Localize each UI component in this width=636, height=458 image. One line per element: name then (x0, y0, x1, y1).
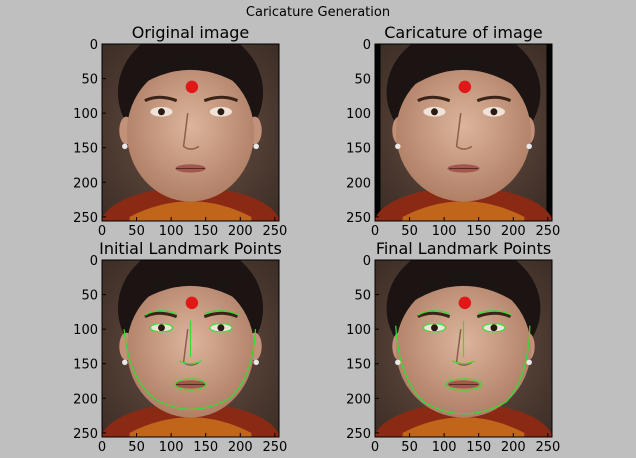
y-tick-label: 50 (354, 289, 371, 304)
x-tick-label: 50 (401, 440, 418, 455)
x-tick-label: 150 (466, 224, 491, 239)
x-tick-label: 100 (159, 224, 184, 239)
y-tick-label: 250 (73, 211, 98, 226)
x-tick-label: 50 (128, 224, 145, 239)
y-tick-label: 150 (73, 142, 98, 157)
x-tick-label: 0 (98, 440, 106, 455)
y-tick-label: 200 (73, 176, 98, 191)
panel-title: Caricature of image (384, 23, 543, 42)
y-tick-label: 200 (73, 392, 98, 407)
y-tick-label: 250 (346, 427, 371, 442)
y-tick-label: 0 (363, 38, 371, 53)
face-image (375, 260, 552, 437)
y-tick-label: 50 (81, 289, 98, 304)
panel-title: Initial Landmark Points (99, 239, 282, 258)
y-tick-label: 0 (90, 254, 98, 269)
y-tick-label: 250 (346, 211, 371, 226)
x-tick-label: 100 (159, 440, 184, 455)
panel-title: Original image (132, 23, 250, 42)
face-image (375, 44, 552, 221)
landmark-overlay (395, 310, 531, 415)
axes-frame (374, 259, 553, 438)
x-tick-label: 250 (535, 224, 560, 239)
bindi-dot (185, 80, 199, 94)
x-tick-label: 250 (262, 224, 287, 239)
axes-frame (101, 43, 280, 222)
x-tick-label: 0 (98, 224, 106, 239)
landmark-overlay (123, 310, 257, 410)
axes-frame (101, 259, 280, 438)
bindi-dot (458, 80, 472, 94)
x-tick-label: 250 (262, 440, 287, 455)
figure-suptitle: Caricature Generation (246, 5, 390, 20)
x-tick-label: 200 (228, 224, 253, 239)
x-tick-label: 150 (193, 224, 218, 239)
y-tick-label: 250 (73, 427, 98, 442)
y-tick-label: 0 (363, 254, 371, 269)
x-tick-label: 100 (432, 440, 457, 455)
x-tick-label: 150 (193, 440, 218, 455)
y-tick-label: 150 (346, 358, 371, 373)
bindi-dot (458, 296, 472, 310)
y-tick-label: 150 (346, 142, 371, 157)
x-tick-label: 250 (535, 440, 560, 455)
x-tick-label: 0 (371, 440, 379, 455)
face-image (102, 260, 279, 437)
x-tick-label: 200 (228, 440, 253, 455)
x-tick-label: 100 (432, 224, 457, 239)
x-tick-label: 50 (401, 224, 418, 239)
y-tick-label: 100 (346, 323, 371, 338)
y-tick-label: 200 (346, 176, 371, 191)
y-tick-label: 100 (73, 323, 98, 338)
bindi-dot (185, 296, 199, 310)
x-tick-label: 50 (128, 440, 145, 455)
y-tick-label: 150 (73, 358, 98, 373)
x-tick-label: 200 (501, 440, 526, 455)
x-tick-label: 200 (501, 224, 526, 239)
y-tick-label: 0 (90, 38, 98, 53)
y-tick-label: 100 (73, 107, 98, 122)
x-tick-label: 0 (371, 224, 379, 239)
y-tick-label: 50 (354, 73, 371, 88)
axes-frame (374, 43, 553, 222)
y-tick-label: 100 (346, 107, 371, 122)
y-tick-label: 200 (346, 392, 371, 407)
panel-title: Final Landmark Points (376, 239, 551, 258)
y-tick-label: 50 (81, 73, 98, 88)
face-image (102, 44, 279, 221)
x-tick-label: 150 (466, 440, 491, 455)
